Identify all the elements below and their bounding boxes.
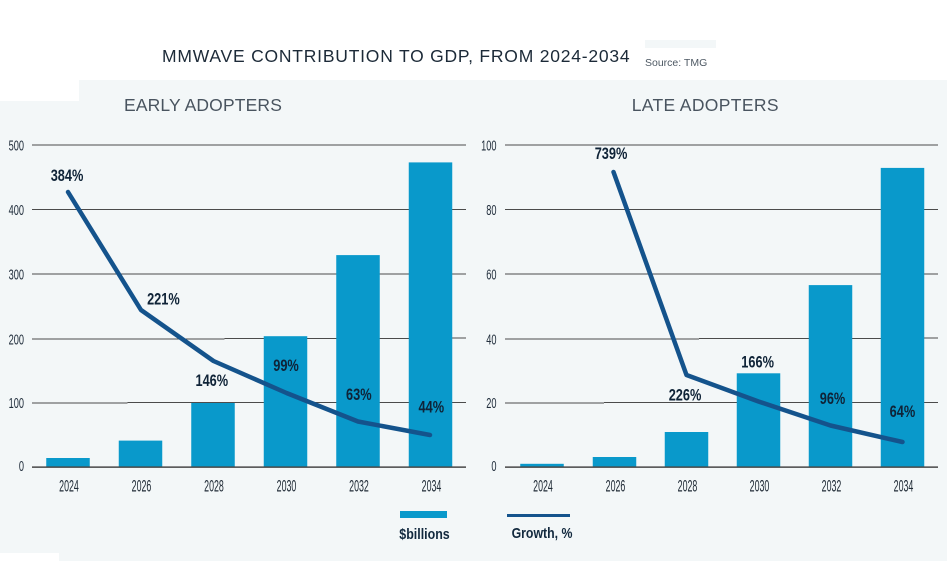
svg-text:20: 20 — [486, 395, 496, 412]
svg-text:2032: 2032 — [822, 477, 842, 496]
svg-text:2028: 2028 — [204, 477, 224, 496]
svg-text:400: 400 — [9, 202, 25, 219]
svg-text:100: 100 — [481, 137, 497, 154]
svg-text:2026: 2026 — [606, 477, 626, 496]
svg-text:300: 300 — [9, 266, 25, 283]
svg-text:100: 100 — [9, 395, 25, 412]
svg-text:2024: 2024 — [59, 477, 79, 496]
svg-text:2034: 2034 — [894, 477, 914, 496]
svg-text:96%: 96% — [820, 389, 846, 408]
svg-text:2030: 2030 — [750, 477, 770, 496]
svg-text:500: 500 — [9, 137, 25, 154]
svg-text:40: 40 — [486, 331, 496, 348]
svg-text:2024: 2024 — [533, 477, 553, 496]
svg-text:384%: 384% — [51, 166, 84, 185]
svg-text:$billions: $billions — [399, 526, 449, 542]
svg-text:0: 0 — [19, 458, 24, 475]
svg-text:Growth, %: Growth, % — [512, 525, 573, 541]
svg-text:80: 80 — [486, 202, 496, 219]
svg-text:63%: 63% — [346, 385, 372, 404]
svg-text:2032: 2032 — [349, 477, 369, 496]
svg-text:99%: 99% — [273, 356, 299, 375]
svg-text:64%: 64% — [890, 402, 916, 421]
svg-text:166%: 166% — [741, 353, 774, 372]
svg-text:44%: 44% — [419, 398, 445, 417]
svg-text:0: 0 — [491, 458, 496, 475]
svg-text:2026: 2026 — [132, 477, 152, 496]
svg-text:226%: 226% — [669, 386, 702, 405]
svg-text:60: 60 — [486, 266, 496, 283]
svg-text:2028: 2028 — [678, 477, 698, 496]
svg-text:200: 200 — [9, 331, 25, 348]
svg-text:739%: 739% — [595, 144, 628, 163]
svg-text:2030: 2030 — [277, 477, 297, 496]
svg-text:2034: 2034 — [422, 477, 442, 496]
svg-text:146%: 146% — [195, 371, 228, 390]
svg-text:221%: 221% — [147, 290, 180, 309]
